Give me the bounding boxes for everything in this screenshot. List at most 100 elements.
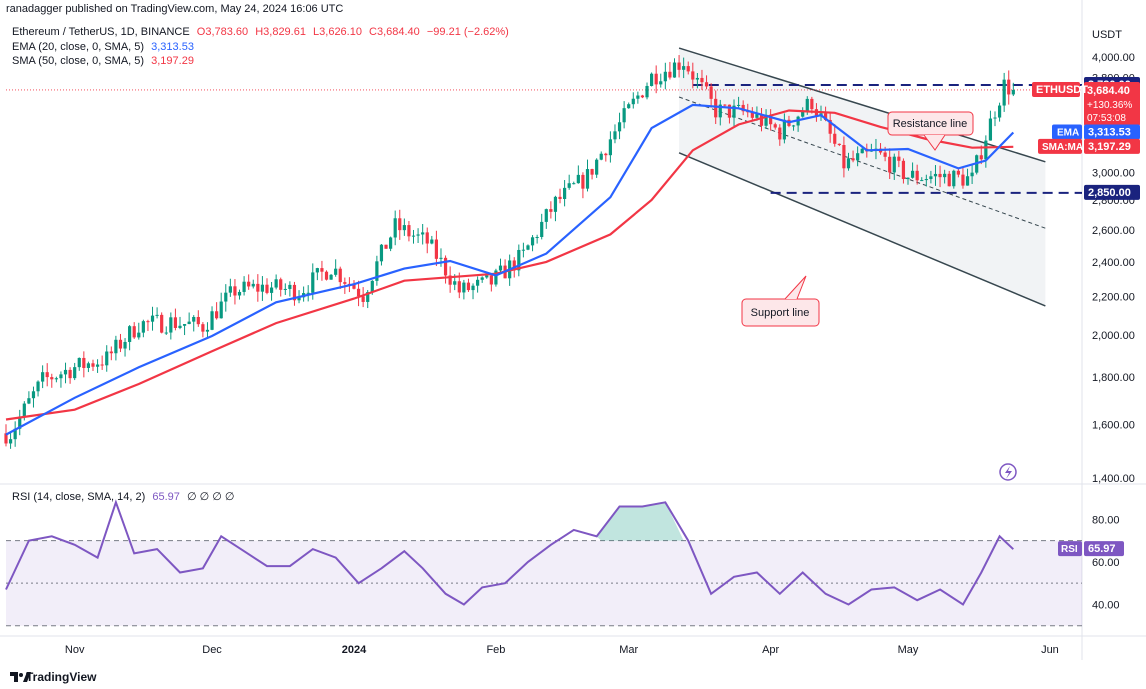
price-pane[interactable] (6, 24, 1082, 482)
candle-body (233, 286, 237, 296)
rsi-tick-label: 60.00 (1092, 557, 1120, 569)
candle-body (457, 281, 461, 293)
resistance-callout-pointer (923, 134, 946, 151)
candle-body (736, 104, 741, 106)
candle-body (361, 296, 365, 302)
rsi-value-badge[interactable]: RSI 65.97 (1058, 541, 1124, 557)
candle-body (714, 98, 718, 118)
candle-body (892, 156, 896, 173)
channel-lower-line[interactable] (678, 152, 1046, 307)
last-price-badge[interactable]: 3,684.40 +130.36% 07:53:08 (1084, 81, 1140, 126)
sma-legend-label: SMA (50, close, 0, SMA, 5) (12, 55, 145, 67)
candle-body (920, 180, 924, 182)
high-value: H3,829.61 (255, 26, 306, 38)
svg-text:SMA:MA: SMA:MA (1042, 142, 1083, 153)
candle-body (700, 77, 704, 83)
candle-body (453, 281, 457, 285)
candle-body (485, 275, 489, 278)
svg-text:ETHUSDT: ETHUSDT (1036, 84, 1088, 96)
rsi-line[interactable] (5, 499, 1014, 606)
candle-body (791, 125, 796, 127)
ema-value-badge[interactable]: EMA 3,313.53 (1052, 124, 1140, 140)
candle-body (567, 183, 571, 188)
candle-body (411, 235, 416, 237)
candle-body (943, 173, 947, 178)
candle-body (823, 113, 828, 120)
candle-body (659, 81, 663, 85)
candle-body (828, 119, 832, 134)
candle-body (155, 314, 159, 316)
candle-body (572, 183, 576, 185)
rsi-tick-label: 40.00 (1092, 599, 1120, 611)
support-callout-box (741, 298, 820, 327)
candle-body (956, 170, 960, 175)
candle-body (476, 279, 480, 286)
bar-countdown: 07:53:08 (1087, 113, 1126, 124)
ema-legend-value: 3,313.53 (151, 41, 194, 53)
candle-body (192, 316, 196, 322)
candle-body (205, 329, 210, 332)
rsi-legend-value: 65.97 (152, 491, 180, 503)
candle-body (366, 292, 370, 302)
candle-body (4, 433, 8, 444)
candle-body (910, 170, 915, 178)
candle-body (627, 104, 631, 109)
candle-body (150, 315, 155, 322)
candle-body (553, 196, 558, 212)
main-legend[interactable]: Ethereum / TetherUS, 1D, BINANCE O3,783.… (12, 26, 509, 38)
candle-body (137, 332, 141, 338)
candle-body (356, 288, 361, 297)
candle-body (8, 439, 13, 444)
channel-mid-line[interactable] (678, 96, 1046, 229)
ema-legend[interactable]: EMA (20, close, 0, SMA, 5) 3,313.53 (12, 41, 194, 53)
candle-body (466, 282, 471, 291)
candle-body (1007, 79, 1011, 95)
candle-body (18, 416, 22, 429)
time-tick-label: Mar (619, 644, 638, 656)
price-tick-label: 1,600.00 (1092, 419, 1135, 431)
candle-body (668, 71, 672, 78)
price-tick-label: 3,000.00 (1092, 167, 1135, 179)
time-tick-label: May (898, 644, 919, 656)
candle-body (434, 239, 438, 259)
svg-text:3,197.29: 3,197.29 (1088, 141, 1131, 153)
candle-body (938, 173, 942, 178)
svg-text:RSI: RSI (1061, 544, 1078, 555)
lightning-icon[interactable] (999, 463, 1017, 481)
candle-body (888, 156, 892, 173)
candle-body (91, 363, 95, 367)
candle-body (906, 177, 910, 180)
symbol-badge[interactable]: ETHUSDT (1032, 81, 1088, 97)
candle-body (599, 153, 603, 160)
candle-body (178, 325, 182, 328)
sma-value-badge[interactable]: SMA:MA 3,197.29 (1038, 138, 1140, 154)
candle-body (324, 271, 329, 280)
candle-body (924, 179, 928, 181)
candle-body (59, 374, 63, 379)
candle-body (210, 311, 214, 330)
ema20-line[interactable] (5, 103, 1015, 436)
candle-body (769, 114, 773, 125)
time-tick-label: Dec (202, 644, 222, 656)
candle-body (846, 158, 851, 169)
candle-body (421, 232, 425, 235)
sma50-line[interactable] (5, 109, 1014, 421)
last-change-pct: +130.36% (1087, 100, 1132, 111)
candle-body (883, 152, 887, 157)
candle-body (915, 170, 919, 181)
rsi-legend-label: RSI (14, close, SMA, 14, 2) (12, 491, 146, 503)
support-level-badge[interactable]: 2,850.00 (1084, 184, 1140, 200)
candle-body (228, 286, 232, 293)
rsi-legend[interactable]: RSI (14, close, SMA, 14, 2) 65.97 ∅ ∅ ∅ … (12, 490, 234, 503)
candle-body (41, 372, 45, 382)
candle-body (1011, 89, 1015, 95)
candle-body (384, 244, 388, 249)
candle-body (576, 174, 580, 184)
candle-body (842, 145, 846, 169)
candle-body (672, 62, 677, 78)
price-tick-label: 4,000.00 (1092, 52, 1135, 64)
candle-body (631, 98, 635, 105)
candle-body (540, 221, 544, 237)
sma-legend[interactable]: SMA (50, close, 0, SMA, 5) 3,197.29 (12, 55, 194, 67)
